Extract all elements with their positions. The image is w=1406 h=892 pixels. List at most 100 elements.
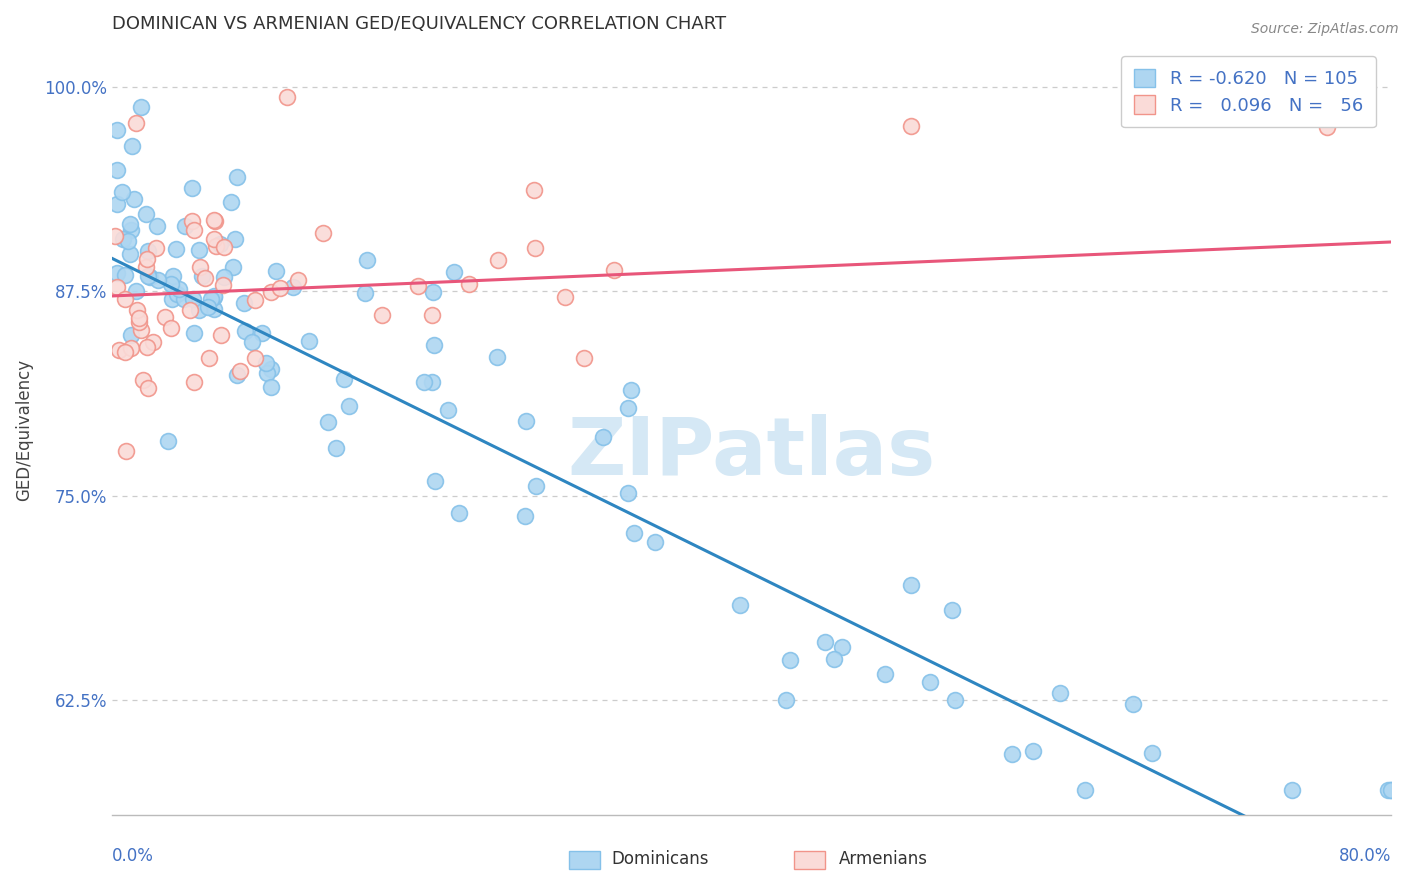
Point (120, 328, 142, 343)
Point (592, 430, 614, 444)
Point (260, 379, 283, 393)
Point (831, 640, 853, 655)
Point (128, 315, 150, 329)
Text: Source: ZipAtlas.com: Source: ZipAtlas.com (1251, 22, 1399, 37)
Point (122, 192, 145, 206)
Point (173, 219, 195, 233)
Point (1299, 106, 1322, 120)
Point (114, 293, 136, 307)
Point (114, 345, 136, 359)
Point (153, 310, 176, 325)
Point (131, 373, 153, 387)
Point (943, 692, 966, 706)
Point (191, 268, 214, 283)
Point (260, 361, 283, 376)
Point (224, 231, 246, 245)
Point (115, 444, 138, 458)
Point (135, 340, 157, 354)
Text: 80.0%: 80.0% (1339, 847, 1391, 865)
Point (1379, 783, 1402, 797)
Point (371, 308, 394, 322)
Point (200, 293, 222, 307)
Point (602, 263, 624, 277)
Point (1316, 120, 1339, 135)
Point (121, 139, 143, 153)
Point (617, 401, 640, 415)
Text: ZIPatlas: ZIPatlas (568, 414, 935, 492)
Point (256, 366, 278, 380)
Point (202, 232, 225, 246)
Point (823, 652, 845, 666)
Point (167, 282, 190, 296)
Point (250, 326, 273, 340)
Point (204, 213, 226, 227)
Point (443, 265, 465, 279)
Point (105, 197, 128, 211)
Point (243, 351, 266, 365)
Point (129, 100, 152, 114)
Point (243, 293, 266, 307)
Point (353, 286, 375, 301)
Point (617, 486, 640, 500)
Point (574, 351, 596, 365)
Point (260, 285, 283, 300)
Legend: R = -0.620   N = 105, R =   0.096   N =   56: R = -0.620 N = 105, R = 0.096 N = 56 (1121, 56, 1375, 128)
Point (316, 416, 339, 430)
Point (160, 321, 183, 335)
Point (138, 268, 160, 283)
Point (197, 301, 219, 315)
Point (105, 280, 128, 294)
Point (1122, 697, 1144, 711)
Point (162, 292, 184, 306)
Point (173, 292, 195, 306)
Point (128, 311, 150, 326)
Point (423, 338, 446, 352)
Point (181, 181, 204, 195)
Point (146, 219, 169, 233)
Point (226, 169, 249, 184)
Point (188, 260, 211, 274)
Point (188, 302, 211, 317)
Point (1142, 747, 1164, 761)
Point (166, 287, 188, 301)
Point (138, 381, 160, 395)
Point (209, 237, 232, 252)
Point (1379, 783, 1402, 797)
Point (515, 414, 537, 428)
Point (212, 270, 235, 285)
Point (413, 375, 436, 389)
Point (1049, 685, 1071, 699)
Point (449, 506, 471, 520)
Point (118, 246, 141, 260)
Point (108, 343, 131, 357)
Point (524, 479, 547, 493)
Point (135, 260, 157, 274)
Point (179, 303, 201, 318)
Point (298, 334, 321, 349)
Point (114, 268, 136, 282)
Point (920, 674, 942, 689)
Point (900, 120, 922, 134)
Point (118, 217, 141, 231)
Point (728, 598, 751, 612)
Point (233, 296, 256, 310)
Point (194, 271, 217, 285)
Point (202, 301, 225, 316)
Point (105, 163, 128, 178)
Point (523, 183, 546, 197)
Point (900, 577, 922, 591)
Point (420, 375, 443, 389)
Point (166, 242, 188, 256)
Point (422, 285, 444, 300)
Point (311, 226, 333, 240)
Point (620, 383, 643, 397)
Point (1074, 783, 1097, 797)
Point (127, 302, 149, 317)
Point (139, 269, 162, 284)
Point (325, 441, 347, 455)
Text: 0.0%: 0.0% (112, 847, 153, 865)
Point (276, 90, 298, 104)
Point (183, 223, 205, 237)
Point (941, 603, 963, 617)
Point (287, 273, 309, 287)
